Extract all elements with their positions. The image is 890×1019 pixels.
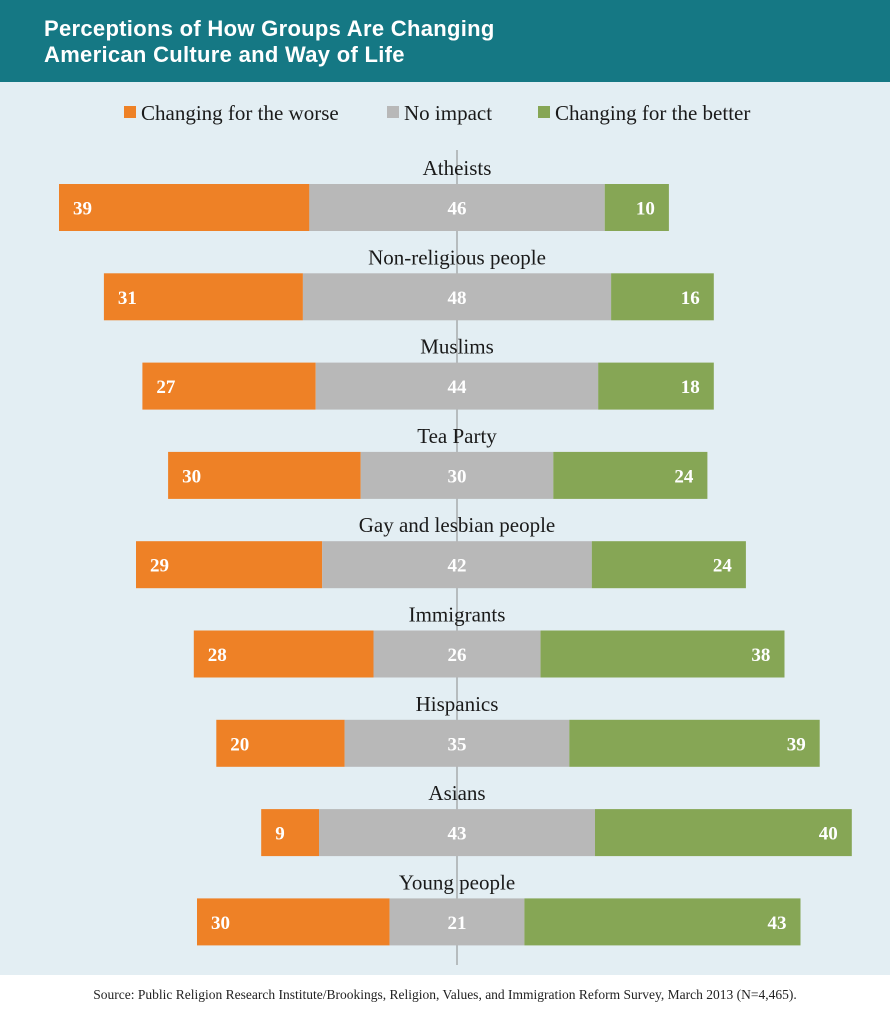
bar-worse-muslims [142,362,316,410]
bar-worse-atheists [59,184,310,231]
value-label-worse-gay-and-lesbian-people: 29 [150,556,169,577]
bar-better-tea-party [553,451,708,499]
legend-swatch-no-impact [387,106,399,118]
header-band: Perceptions of How Groups Are Changing A… [0,0,890,82]
value-label-no-impact-non-religious-people: 48 [448,288,467,309]
legend-label-better: Changing for the better [555,101,751,125]
value-label-better-tea-party: 24 [674,466,694,487]
value-label-better-atheists: 10 [636,199,655,220]
chart-title-line-2: American Culture and Way of Life [44,42,405,67]
bar-better-non-religious-people [611,273,714,321]
category-label-immigrants: Immigrants [409,603,506,627]
bar-better-atheists [604,184,669,231]
value-label-no-impact-asians: 43 [448,824,467,845]
bar-no-impact-non-religious-people [302,273,612,321]
bar-better-muslims [598,362,714,410]
value-label-better-muslims: 18 [681,377,700,398]
category-label-muslims: Muslims [420,335,494,359]
value-label-worse-atheists: 39 [73,199,92,220]
bar-no-impact-muslims [315,362,599,410]
bar-worse-gay-and-lesbian-people [136,541,323,589]
value-label-no-impact-gay-and-lesbian-people: 42 [448,556,467,577]
bar-better-hispanics [569,719,820,767]
category-label-non-religious-people: Non-religious people [368,245,546,269]
category-label-tea-party: Tea Party [417,424,497,448]
bar-no-impact-asians [319,809,596,857]
bar-worse-non-religious-people [103,273,303,321]
bar-no-impact-atheists [309,184,605,231]
value-label-no-impact-tea-party: 30 [448,466,467,487]
value-label-no-impact-young-people: 21 [448,913,467,934]
value-label-no-impact-hispanics: 35 [448,734,467,755]
value-label-better-young-people: 43 [768,913,787,934]
legend-swatch-better [538,106,550,118]
value-label-no-impact-muslims: 44 [448,377,468,398]
category-label-young-people: Young people [399,870,515,894]
value-label-better-asians: 40 [819,824,838,845]
stacked-bar-chart: Atheists 39 46 10 Non-religious people 31 48 16… [59,150,852,965]
value-label-worse-tea-party: 30 [182,466,201,487]
value-label-no-impact-immigrants: 26 [448,645,467,666]
chart-title: Perceptions of How Groups Are Changing A… [44,16,864,68]
legend-label-worse: Changing for the worse [141,101,339,125]
value-label-better-gay-and-lesbian-people: 24 [713,556,733,577]
legend-swatch-worse [124,106,136,118]
chart-title-line-1: Perceptions of How Groups Are Changing [44,16,495,41]
bar-no-impact-gay-and-lesbian-people [322,541,592,589]
category-label-atheists: Atheists [423,156,492,180]
bar-worse-young-people [197,898,390,946]
value-label-worse-hispanics: 20 [230,734,249,755]
bar-worse-tea-party [168,451,361,499]
bar-worse-immigrants [193,630,374,678]
category-label-hispanics: Hispanics [416,692,499,716]
value-label-worse-asians: 9 [275,824,285,845]
bar-no-impact-young-people [389,898,525,946]
category-label-gay-and-lesbian-people: Gay and lesbian people [359,513,556,537]
source-note: Source: Public Religion Research Institu… [93,987,797,1002]
bar-worse-hispanics [216,719,345,767]
bar-no-impact-tea-party [360,451,554,499]
value-label-worse-muslims: 27 [156,377,176,398]
value-label-no-impact-atheists: 46 [448,199,467,220]
bar-no-impact-hispanics [344,719,570,767]
value-label-better-non-religious-people: 16 [681,288,700,309]
value-label-better-hispanics: 39 [787,734,806,755]
bar-better-young-people [524,898,801,946]
bar-no-impact-immigrants [373,630,541,678]
value-label-worse-young-people: 30 [211,913,230,934]
bar-worse-asians [261,809,319,857]
bar-better-gay-and-lesbian-people [591,541,746,589]
value-label-worse-immigrants: 28 [208,645,227,666]
value-label-better-immigrants: 38 [751,645,770,666]
bar-better-asians [595,809,852,857]
legend-label-no-impact: No impact [404,101,493,125]
bar-better-immigrants [540,630,785,678]
value-label-worse-non-religious-people: 31 [118,288,137,309]
category-label-asians: Asians [428,781,485,805]
legend: Changing for the worse No impact Changin… [0,100,890,128]
